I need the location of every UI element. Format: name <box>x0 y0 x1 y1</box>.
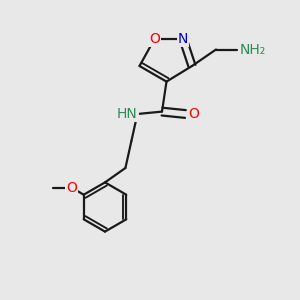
Text: N: N <box>178 32 188 46</box>
Text: HN: HN <box>117 107 137 121</box>
Text: O: O <box>188 107 199 121</box>
Text: O: O <box>149 32 160 46</box>
Text: NH₂: NH₂ <box>239 43 266 56</box>
Text: O: O <box>66 181 77 194</box>
